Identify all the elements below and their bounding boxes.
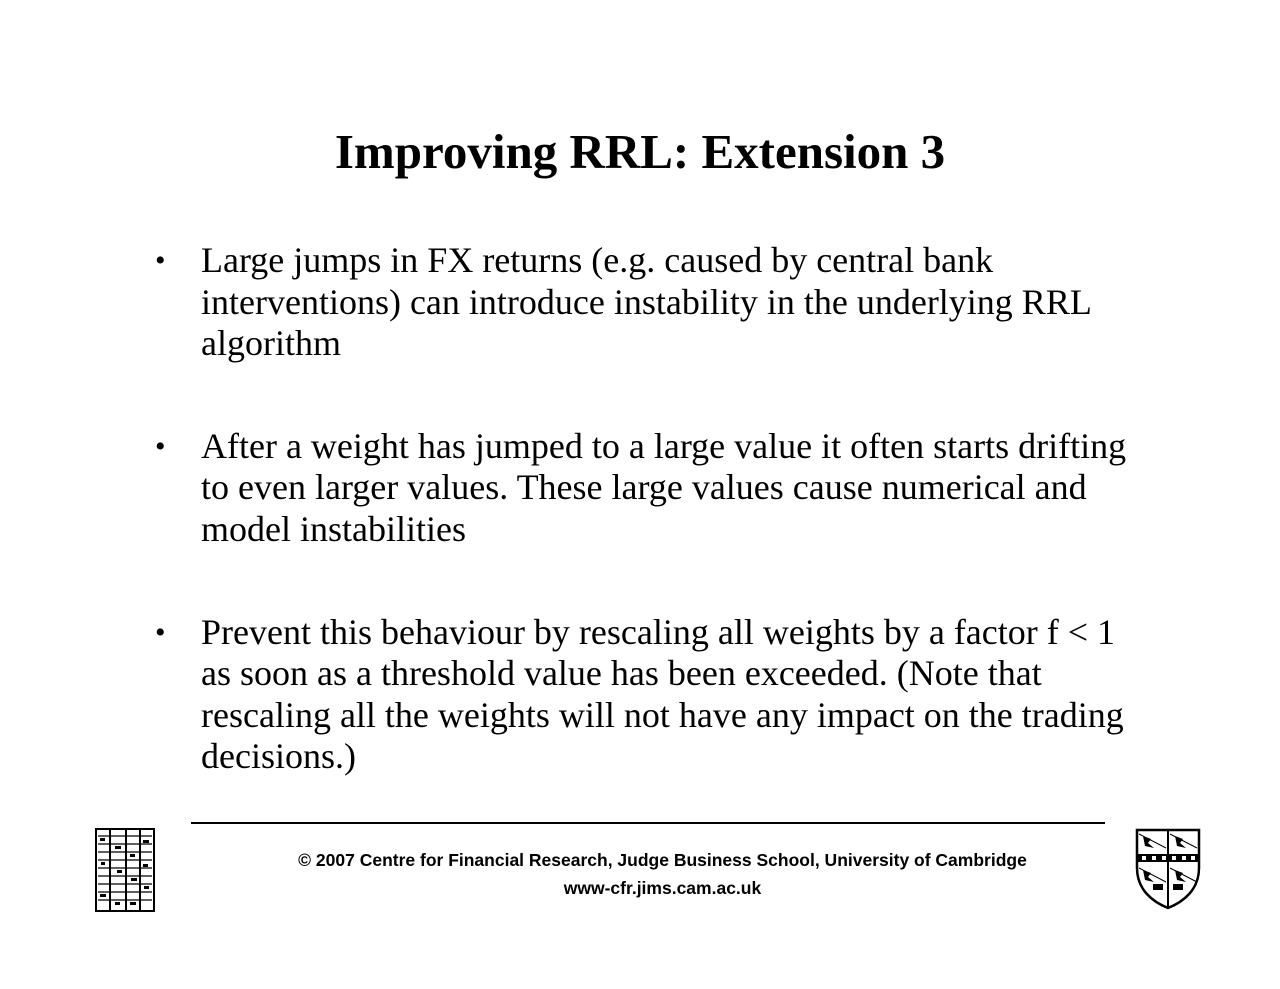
bullet-text: Prevent this behaviour by rescaling all … (201, 611, 1124, 777)
bullet-dot: • (155, 429, 166, 463)
slide-title: Improving RRL: Extension 3 (334, 124, 946, 179)
footer: © 2007 Centre for Financial Research, Ju… (0, 849, 1280, 900)
footer-copyright: © 2007 Centre for Financial Research, Ju… (298, 850, 1027, 870)
bullet-item: • After a weight has jumped to a large v… (150, 426, 1150, 551)
bullet-item: • Large jumps in FX returns (e.g. caused… (150, 240, 1150, 365)
jbs-logo-icon (95, 828, 155, 912)
footer-divider (191, 822, 1105, 824)
cambridge-crest-icon (1133, 828, 1203, 910)
bullet-list: • Large jumps in FX returns (e.g. caused… (150, 240, 1150, 778)
bullet-text: Large jumps in FX returns (e.g. caused b… (201, 240, 1091, 364)
bullet-text: After a weight has jumped to a large val… (201, 425, 1127, 549)
bullet-item: • Prevent this behaviour by rescaling al… (150, 612, 1150, 778)
bullet-dot: • (155, 615, 166, 649)
footer-url[interactable]: www-cfr.jims.cam.ac.uk (563, 878, 762, 898)
bullet-dot: • (155, 244, 166, 277)
